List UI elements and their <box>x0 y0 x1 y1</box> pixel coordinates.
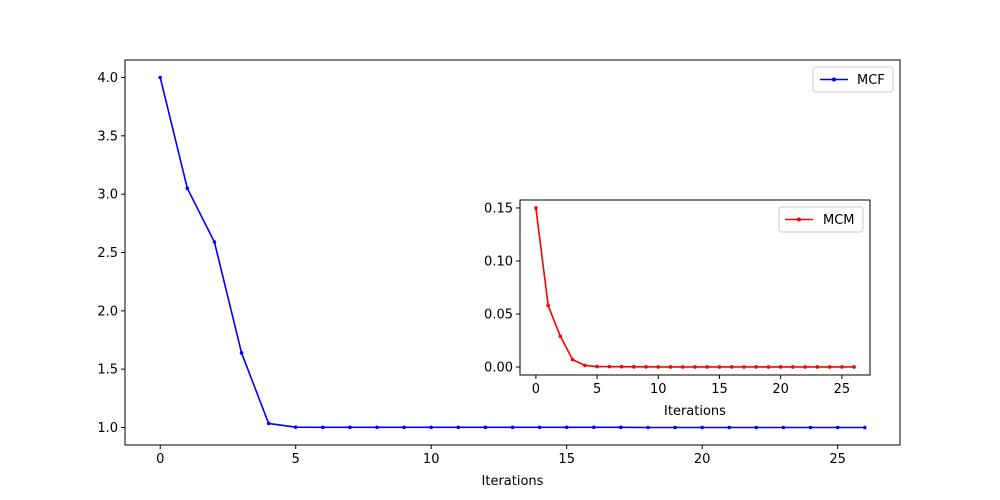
main-x-axis-label: Iterations <box>482 474 544 489</box>
main-data-point <box>564 425 569 430</box>
main-y-tick-label: 2.5 <box>97 246 118 261</box>
inset-data-point <box>815 365 820 369</box>
inset-axes: 0 5 10 15 20 25 0.00 0.05 0.10 0.15 Iterations M… <box>484 199 871 419</box>
main-y-tick-label: 1.0 <box>97 421 118 436</box>
main-series-group <box>158 75 867 430</box>
main-data-point <box>375 425 379 430</box>
main-data-point <box>781 425 786 430</box>
main-data-point <box>266 421 271 426</box>
main-data-point <box>619 425 623 430</box>
inset-data-point <box>840 365 844 369</box>
inset-x-tick-label: 15 <box>711 382 728 397</box>
inset-data-point <box>766 365 771 369</box>
main-x-tick-label: 25 <box>829 452 846 467</box>
inset-data-point <box>619 364 624 369</box>
main-data-point <box>402 425 406 430</box>
main-data-point <box>591 425 596 430</box>
inset-legend-marker <box>797 217 801 222</box>
main-x-tick-label: 15 <box>558 452 575 467</box>
inset-y-tick-label: 0.00 <box>484 361 513 376</box>
inset-data-point <box>803 365 807 369</box>
main-legend: MCF <box>812 66 894 93</box>
main-data-point <box>321 425 325 430</box>
inset-axes-frame <box>519 199 871 376</box>
inset-data-point <box>656 365 661 369</box>
main-data-point <box>510 425 515 430</box>
main-legend-label: MCF <box>857 73 885 88</box>
inset-data-point <box>791 365 795 369</box>
inset-data-point <box>705 365 710 369</box>
main-x-tick-label: 0 <box>156 452 164 467</box>
main-data-point <box>185 186 190 191</box>
main-x-ticks: 0 5 10 15 20 25 <box>156 445 846 467</box>
main-data-point <box>239 351 244 355</box>
main-data-point <box>862 425 867 430</box>
main-data-point <box>754 425 759 430</box>
inset-y-ticks: 0.00 0.05 0.10 0.15 <box>484 201 520 376</box>
inset-data-point <box>729 365 734 369</box>
main-data-point <box>158 75 163 80</box>
inset-x-tick-label: 10 <box>650 382 667 397</box>
inset-data-point <box>644 365 648 369</box>
inset-data-point <box>570 357 575 362</box>
inset-x-ticks: 0 5 10 15 20 25 <box>532 375 850 397</box>
inset-data-point <box>693 365 697 369</box>
inset-data-point <box>546 303 550 308</box>
main-data-point <box>646 425 650 430</box>
inset-data-point <box>583 363 587 368</box>
inset-series-group <box>534 206 856 369</box>
inset-data-point <box>595 364 599 369</box>
main-data-point <box>808 425 813 430</box>
main-y-tick-label: 4.0 <box>97 71 118 86</box>
inset-data-point <box>717 365 722 369</box>
main-axes-frame <box>124 59 901 446</box>
inset-y-tick-label: 0.05 <box>484 308 513 323</box>
main-data-point <box>429 425 434 430</box>
inset-data-point <box>742 365 746 369</box>
main-data-point <box>348 425 352 430</box>
inset-x-tick-label: 25 <box>834 382 851 397</box>
inset-y-tick-label: 0.15 <box>484 201 513 216</box>
main-data-point <box>293 425 298 429</box>
main-x-tick-label: 10 <box>423 452 440 467</box>
main-data-point <box>835 425 840 430</box>
main-data-point <box>212 240 217 244</box>
inset-legend: MCM <box>778 206 864 233</box>
main-y-tick-label: 1.5 <box>97 363 118 378</box>
main-y-tick-label: 3.5 <box>97 129 118 144</box>
inset-data-point <box>778 365 783 369</box>
main-data-point <box>700 425 704 430</box>
inset-data-point <box>632 365 636 369</box>
main-data-point <box>456 425 461 430</box>
main-x-tick-label: 5 <box>292 452 300 467</box>
inset-x-tick-label: 0 <box>532 382 540 397</box>
inset-data-point <box>754 365 758 369</box>
main-x-tick-label: 20 <box>694 452 711 467</box>
inset-x-tick-label: 5 <box>593 382 601 397</box>
inset-x-axis-label: Iterations <box>664 404 726 419</box>
main-legend-box <box>812 66 894 93</box>
main-y-tick-label: 3.0 <box>97 188 118 203</box>
main-data-point <box>537 425 542 430</box>
main-legend-marker <box>832 77 836 82</box>
inset-x-tick-label: 20 <box>772 382 789 397</box>
inset-legend-label: MCM <box>823 213 855 228</box>
main-y-ticks: 1.0 1.5 2.0 2.5 3.0 3.5 4.0 <box>97 71 125 436</box>
inset-data-point <box>827 365 832 369</box>
main-y-tick-label: 2.0 <box>97 304 118 319</box>
inset-data-point <box>852 365 856 369</box>
inset-y-tick-label: 0.10 <box>484 254 513 269</box>
inset-data-point <box>534 206 538 210</box>
inset-data-point <box>668 365 673 369</box>
inset-data-point <box>558 334 563 339</box>
main-data-point <box>673 425 677 430</box>
inset-data-point <box>680 365 685 369</box>
main-data-point <box>483 425 488 430</box>
inset-data-point <box>607 364 612 369</box>
main-data-point <box>727 425 732 430</box>
inset-legend-box <box>778 206 864 233</box>
